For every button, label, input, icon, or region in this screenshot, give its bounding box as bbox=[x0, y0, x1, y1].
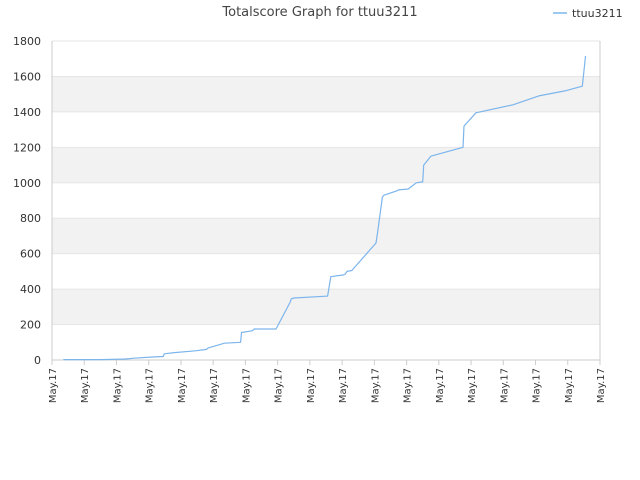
x-tick-label: May.17 bbox=[145, 368, 156, 403]
y-tick-label: 600 bbox=[20, 248, 41, 261]
x-tick-label: May.17 bbox=[338, 368, 349, 403]
y-tick-label: 200 bbox=[20, 319, 41, 332]
x-tick-label: May.17 bbox=[241, 368, 252, 403]
x-tick-label: May.17 bbox=[80, 368, 91, 403]
plot-bands bbox=[52, 76, 600, 325]
plot-band bbox=[52, 76, 600, 112]
legend-label: ttuu3211 bbox=[572, 7, 623, 20]
x-axis-ticks: May.17 May.17 May.17 May.17 May.17 May.17 May.… bbox=[48, 360, 607, 403]
plot-band bbox=[52, 147, 600, 183]
y-tick-label: 800 bbox=[20, 212, 41, 225]
x-tick-label: May.17 bbox=[177, 368, 188, 403]
axes bbox=[51, 41, 601, 361]
x-tick-label: May.17 bbox=[48, 368, 59, 403]
y-tick-label: 1600 bbox=[13, 70, 41, 83]
x-tick-label: May.17 bbox=[370, 368, 381, 403]
x-tick-label: May.17 bbox=[435, 368, 446, 403]
x-tick-label: May.17 bbox=[274, 368, 285, 403]
x-tick-label: May.17 bbox=[403, 368, 414, 403]
x-tick-label: May.17 bbox=[467, 368, 478, 403]
x-tick-label: May.17 bbox=[306, 368, 317, 403]
y-tick-label: 1000 bbox=[13, 177, 41, 190]
y-tick-label: 400 bbox=[20, 283, 41, 296]
y-tick-label: 1400 bbox=[13, 106, 41, 119]
x-tick-label: May.17 bbox=[596, 368, 607, 403]
plot-band bbox=[52, 289, 600, 325]
chart-title: Totalscore Graph for ttuu3211 bbox=[221, 5, 417, 20]
y-tick-label: 1800 bbox=[13, 35, 41, 48]
series-lines bbox=[63, 56, 587, 361]
x-tick-label: May.17 bbox=[209, 368, 220, 403]
legend[interactable]: ttuu3211 bbox=[553, 7, 623, 20]
x-tick-label: May.17 bbox=[564, 368, 575, 403]
x-tick-label: May.17 bbox=[112, 368, 123, 403]
series-line-ttuu3211 bbox=[63, 56, 587, 361]
gridlines bbox=[52, 40, 600, 361]
plot-band bbox=[52, 218, 600, 254]
x-tick-label: May.17 bbox=[532, 368, 543, 403]
y-tick-label: 0 bbox=[34, 354, 41, 367]
y-tick-label: 1200 bbox=[13, 141, 41, 154]
y-axis-ticks: 0 200 400 600 800 1000 1200 1400 1600 1800 bbox=[13, 35, 41, 367]
x-tick-label: May.17 bbox=[499, 368, 510, 403]
